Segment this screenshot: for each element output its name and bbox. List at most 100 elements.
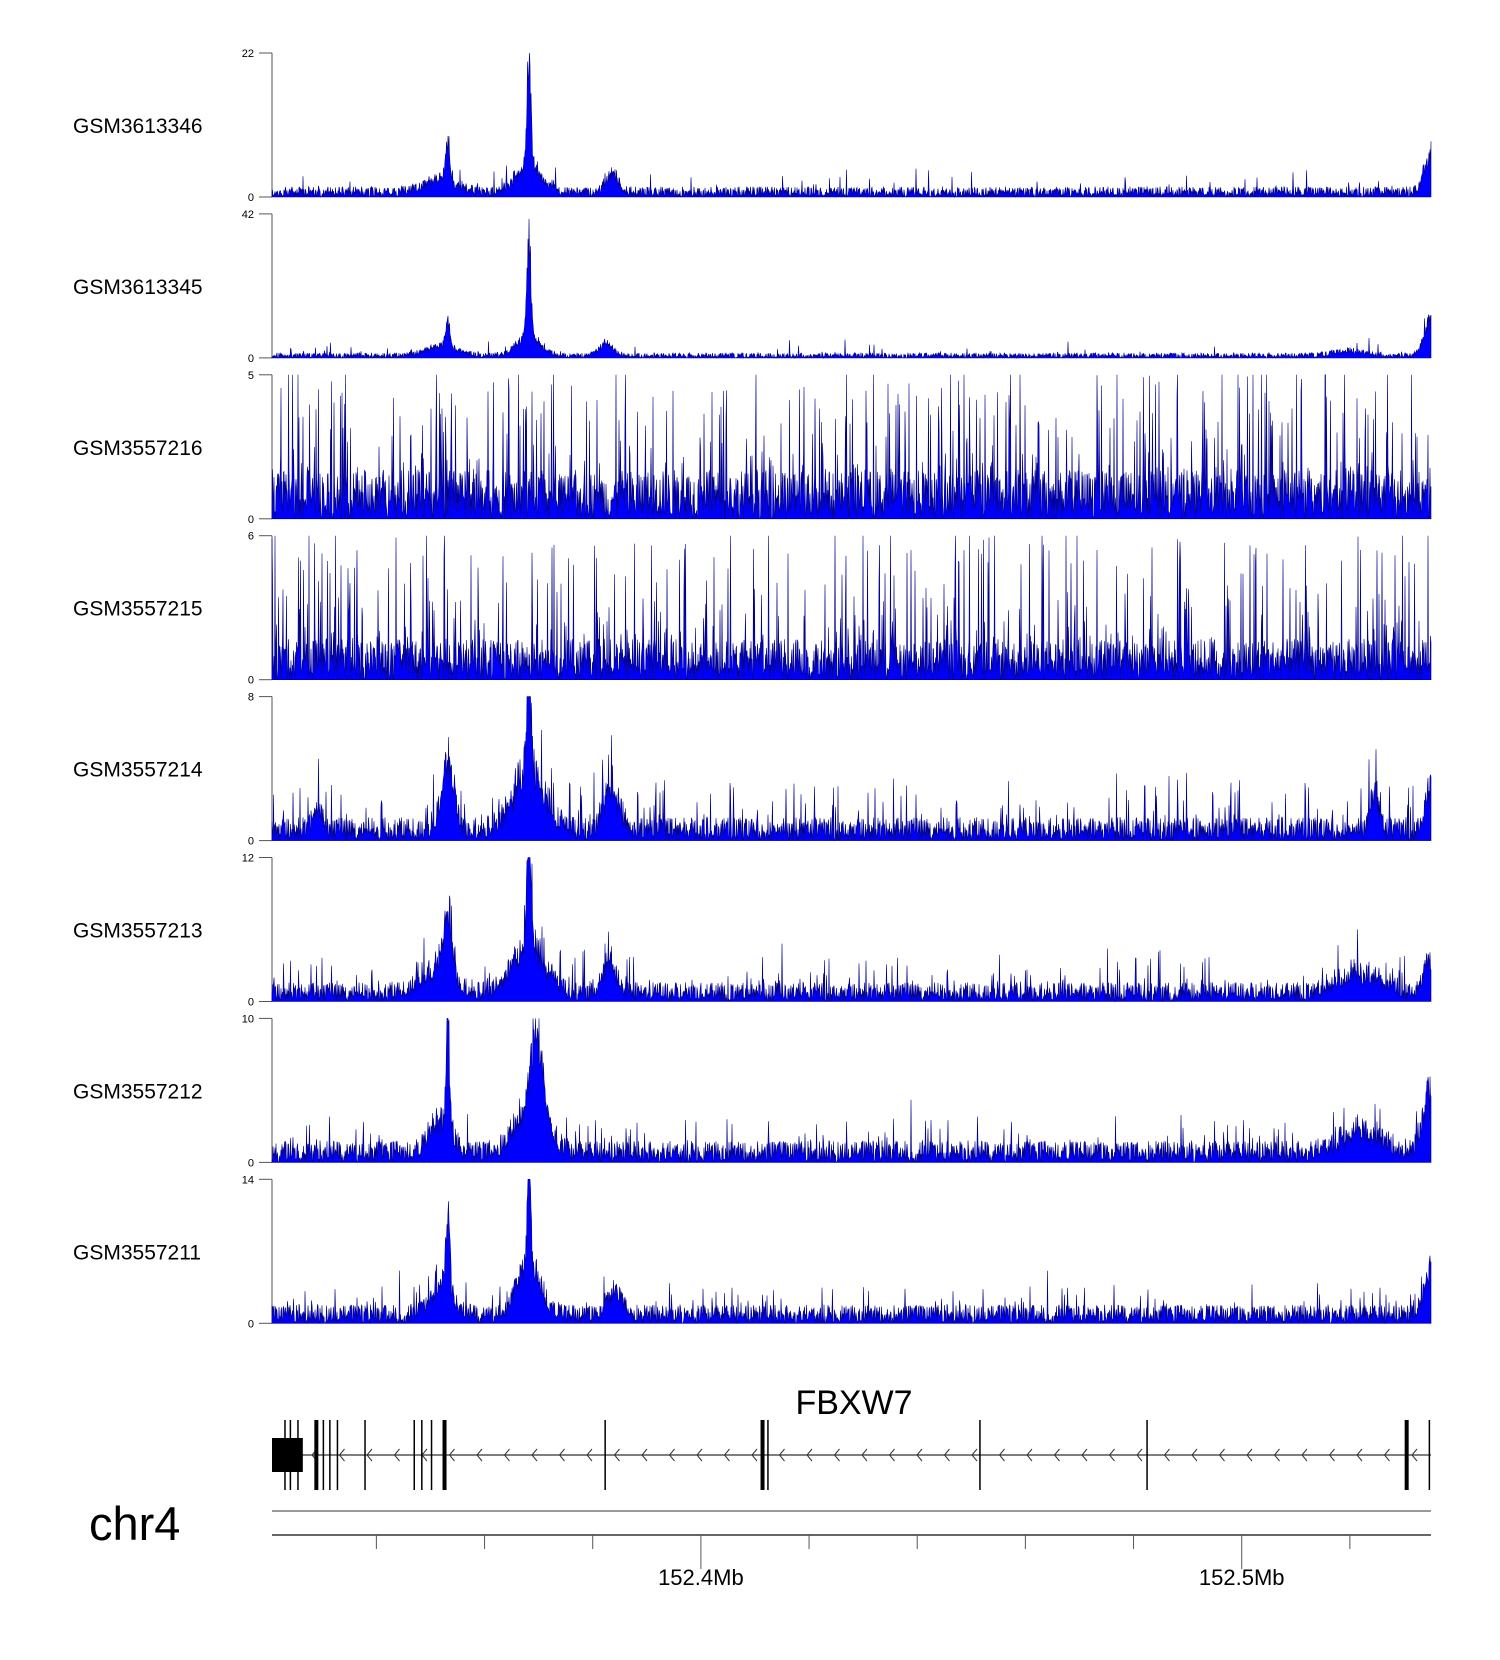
strand-arrow-icon bbox=[476, 1448, 483, 1462]
strand-arrow-icon bbox=[1411, 1448, 1418, 1462]
signal-area bbox=[271, 535, 1432, 681]
exon bbox=[1404, 1420, 1409, 1490]
strand-arrow-icon bbox=[916, 1448, 923, 1462]
strand-arrow-icon bbox=[1218, 1448, 1225, 1462]
exon bbox=[284, 1420, 286, 1490]
strand-arrow-icon bbox=[668, 1448, 675, 1462]
y-tick-label-max: 12 bbox=[242, 853, 254, 865]
exon bbox=[442, 1420, 447, 1490]
exon bbox=[364, 1420, 366, 1490]
signal-area bbox=[271, 1179, 1432, 1325]
exon bbox=[430, 1420, 433, 1490]
strand-arrow-icon bbox=[1356, 1448, 1363, 1462]
track-GSM3557213: GSM3557213 12 0 bbox=[73, 853, 1432, 1009]
strand-arrow-icon bbox=[1136, 1448, 1143, 1462]
track-GSM3557214: GSM3557214 8 0 bbox=[73, 692, 1432, 848]
x-tick-label: 152.4Mb bbox=[658, 1565, 744, 1590]
strand-arrow-icon bbox=[448, 1448, 455, 1462]
strand-arrow-icon bbox=[366, 1448, 373, 1462]
exon bbox=[314, 1420, 319, 1490]
strand-arrow-icon bbox=[1163, 1448, 1170, 1462]
strand-arrow-icon bbox=[696, 1448, 703, 1462]
exon bbox=[289, 1420, 292, 1490]
y-tick-label-min: 0 bbox=[248, 192, 254, 204]
strand-arrow-icon bbox=[778, 1448, 785, 1462]
strand-arrow-icon bbox=[1081, 1448, 1088, 1462]
signal-tracks: GSM3613346220GSM3613345420GSM355721650GS… bbox=[73, 48, 1432, 1330]
strand-arrow-icon bbox=[1053, 1448, 1060, 1462]
exon bbox=[760, 1420, 765, 1490]
strand-arrow-icon bbox=[998, 1448, 1005, 1462]
y-tick-label-max: 10 bbox=[242, 1013, 254, 1025]
exon bbox=[979, 1420, 981, 1490]
track-label: GSM3557213 bbox=[73, 920, 203, 943]
exon bbox=[421, 1420, 423, 1490]
strand-arrow-icon bbox=[1328, 1448, 1335, 1462]
exon bbox=[329, 1420, 331, 1490]
track-label: GSM3613346 bbox=[73, 115, 203, 138]
strand-arrow-icon bbox=[558, 1448, 565, 1462]
exon bbox=[297, 1420, 299, 1490]
track-GSM3557216: GSM3557216 5 0 bbox=[73, 370, 1432, 526]
strand-arrow-icon bbox=[531, 1448, 538, 1462]
strand-arrow-icon bbox=[393, 1448, 400, 1462]
y-tick-label-max: 8 bbox=[248, 692, 254, 704]
y-tick-label-min: 0 bbox=[248, 675, 254, 687]
exon bbox=[322, 1420, 325, 1490]
track-GSM3557215: GSM3557215 6 0 bbox=[73, 531, 1432, 687]
signal-area bbox=[271, 1018, 1432, 1164]
y-tick-label-max: 42 bbox=[242, 209, 254, 221]
strand-arrow-icon bbox=[1301, 1448, 1308, 1462]
strand-arrow-icon bbox=[971, 1448, 978, 1462]
strand-arrow-icon bbox=[833, 1448, 840, 1462]
gene-track: FBXW7 bbox=[272, 1384, 1431, 1490]
strand-arrow-icon bbox=[641, 1448, 648, 1462]
strand-arrow-icon bbox=[943, 1448, 950, 1462]
y-tick-label-max: 14 bbox=[242, 1174, 254, 1186]
track-label: GSM3613345 bbox=[73, 276, 203, 299]
strand-arrow-icon bbox=[751, 1448, 758, 1462]
strand-arrow-icon bbox=[806, 1448, 813, 1462]
exon bbox=[604, 1420, 606, 1490]
strand-arrow-icon bbox=[1273, 1448, 1280, 1462]
y-tick-label-max: 5 bbox=[248, 370, 254, 382]
genomic-axis: chr4 152.4Mb 152.5Mb bbox=[89, 1497, 1431, 1590]
signal-area bbox=[271, 374, 1432, 520]
strand-arrow-icon bbox=[503, 1448, 510, 1462]
track-GSM3557211: GSM3557211 14 0 bbox=[73, 1174, 1432, 1330]
strand-arrow-icon bbox=[723, 1448, 730, 1462]
strand-arrow-icon bbox=[613, 1448, 620, 1462]
signal-area bbox=[271, 696, 1432, 842]
strand-arrow-icon bbox=[1383, 1448, 1390, 1462]
exon bbox=[767, 1420, 769, 1490]
track-GSM3613345: GSM3613345 42 0 bbox=[73, 209, 1432, 365]
strand-arrow-icon bbox=[1026, 1448, 1033, 1462]
gene-label: FBXW7 bbox=[795, 1384, 912, 1422]
track-label: GSM3557214 bbox=[73, 759, 203, 782]
strand-arrow-icon bbox=[586, 1448, 593, 1462]
strand-arrow-icon bbox=[861, 1448, 868, 1462]
track-label: GSM3557212 bbox=[73, 1080, 203, 1103]
track-label: GSM3557211 bbox=[73, 1241, 201, 1264]
y-tick-label-max: 22 bbox=[242, 48, 254, 60]
exon bbox=[336, 1420, 339, 1490]
strand-arrow-icon bbox=[338, 1448, 345, 1462]
strand-arrow-icon bbox=[888, 1448, 895, 1462]
strand-arrow-icon bbox=[1108, 1448, 1115, 1462]
signal-area bbox=[271, 857, 1432, 1003]
y-tick-label-max: 6 bbox=[248, 531, 254, 543]
y-tick-label-min: 0 bbox=[248, 1157, 254, 1169]
chromosome-label: chr4 bbox=[89, 1497, 180, 1550]
track-label: GSM3557215 bbox=[73, 598, 203, 621]
signal-area bbox=[271, 218, 1432, 360]
y-tick-label-min: 0 bbox=[248, 836, 254, 848]
y-tick-label-min: 0 bbox=[248, 1318, 254, 1330]
track-GSM3613346: GSM3613346 22 0 bbox=[73, 48, 1432, 204]
exon bbox=[413, 1420, 415, 1490]
strand-arrow-icon bbox=[1246, 1448, 1253, 1462]
signal-area bbox=[271, 52, 1432, 199]
track-GSM3557212: GSM3557212 10 0 bbox=[73, 1013, 1432, 1169]
y-tick-label-min: 0 bbox=[248, 997, 254, 1009]
x-tick-label: 152.5Mb bbox=[1199, 1565, 1285, 1590]
